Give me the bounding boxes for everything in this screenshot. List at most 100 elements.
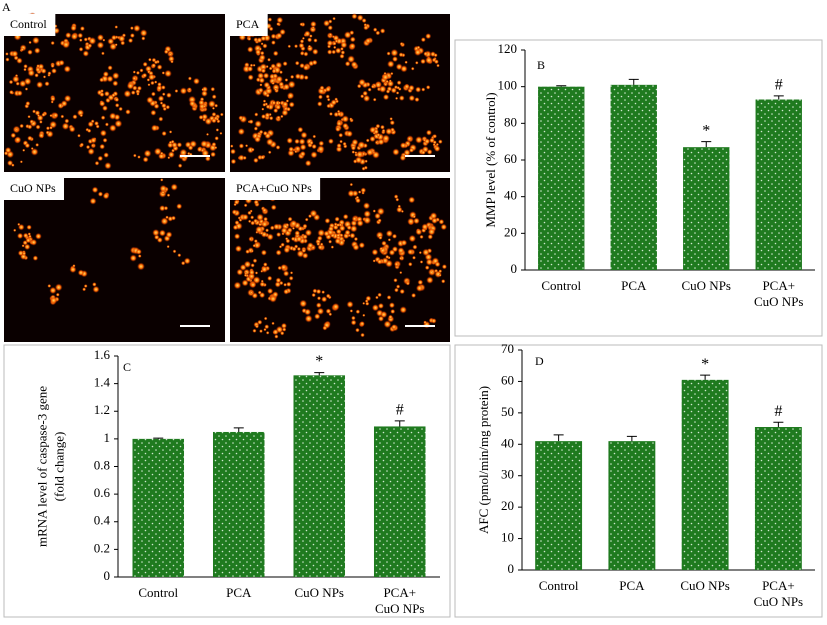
cell-spot [129,26,134,31]
cell-spot [91,186,99,194]
cell-spot [35,124,41,130]
cell-spot [340,41,348,49]
cell-spot [215,128,220,132]
cell-spot [405,281,411,286]
cell-spot [204,117,213,126]
cell-spot [142,156,149,163]
cell-spot [394,287,399,293]
cell-spot [419,260,424,264]
significance-mark: * [701,356,709,373]
cell-spot [299,299,308,308]
cell-spot [275,75,283,83]
cell-spot [132,76,137,81]
bar [132,438,185,577]
y-tick-label: 30 [501,467,514,482]
cell-spot [297,126,304,133]
cell-spot [371,150,380,159]
cell-spot [126,82,135,90]
cell-spot [238,143,245,149]
cell-spot [377,315,385,322]
bar [293,375,346,577]
cell-spot [150,80,155,86]
cell-spot [179,87,188,95]
cell-spot [286,91,295,100]
cell-spot [45,126,51,131]
y-axis-label: AFC (pmol/min/mg protein) [476,386,491,534]
cell-spot [271,321,275,326]
cell-spot [260,68,267,74]
cell-spot [362,94,371,103]
cell-spot [349,36,356,43]
cell-spot [302,233,308,240]
cell-spot [301,248,307,254]
cell-spot [247,219,252,224]
cell-spot [99,143,106,150]
cell-spot [36,81,44,89]
cell-spot [233,202,237,207]
error-bar [556,85,567,87]
cell-spot [282,61,288,67]
cell-spot [158,229,166,237]
cell-spot [372,97,377,102]
cell-spot [204,155,211,162]
x-tick-label: CuO NPs [680,578,730,593]
cell-spot [100,115,106,121]
cell-spot [14,136,22,144]
cell-spot [431,217,438,224]
cell-spot [111,92,116,98]
cell-spot [372,259,376,263]
cell-spot [357,190,362,194]
cell-spot [334,39,339,44]
cell-spot [255,225,264,234]
cell-spot [352,216,358,222]
cell-spot [102,105,108,112]
significance-mark: # [396,402,404,419]
cell-spot [243,203,248,208]
cell-spot [233,281,242,290]
cell-spot [249,281,257,289]
cell-spot [291,226,296,230]
cell-spot [319,85,325,91]
cell-spot [92,285,100,293]
cell-spot [438,273,442,277]
bar [683,147,730,270]
significance-mark: # [774,403,782,420]
cell-spot [36,64,40,68]
cell-spot [254,135,262,143]
cell-spot [408,234,417,243]
cell-spot [198,114,204,120]
micrograph: CuO NPs [4,178,225,342]
cell-spot [32,255,39,261]
cell-spot [150,91,156,97]
cell-spot [11,163,15,167]
cell-spot [130,90,136,96]
cell-spot [54,283,63,292]
cell-spot [342,141,347,147]
cell-spot [187,87,192,92]
cell-spot [64,118,70,124]
cell-spot [399,154,407,162]
cell-spot [426,149,433,155]
error-bar [773,95,784,100]
cell-spot [158,116,164,122]
cell-spot [176,203,183,210]
cell-spot [316,145,325,154]
cell-spot [146,96,154,104]
cell-spot [102,137,108,143]
cell-spot [142,61,148,67]
cell-spot [100,89,104,93]
y-tick-label: 20 [504,224,517,239]
cell-spot [412,244,418,250]
y-tick-label: 1.6 [94,347,111,362]
cell-spot [129,32,135,39]
cell-spot [424,56,433,65]
cell-spot [135,248,142,255]
cell-spot [310,151,318,159]
cell-spot [17,223,25,231]
cell-spot [346,224,352,231]
cell-spot [390,48,399,57]
cell-spot [133,24,141,33]
cell-spot [388,249,396,256]
cell-spot [45,130,50,135]
